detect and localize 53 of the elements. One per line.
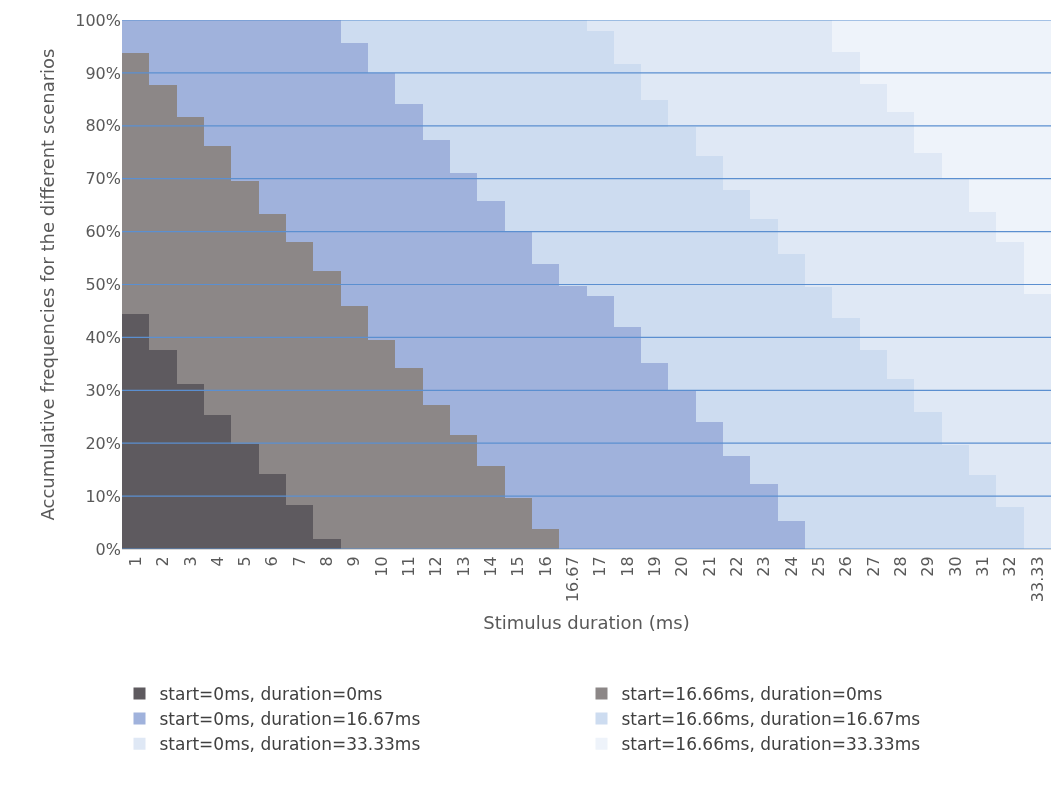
x-tick-label: 28 <box>890 556 910 577</box>
x-tick-label: 27 <box>863 556 883 577</box>
y-tick-label: 0% <box>95 539 121 559</box>
y-tick-label: 40% <box>85 328 121 347</box>
x-tick-label: 29 <box>918 556 938 577</box>
legend-label: start=0ms, duration=16.67ms <box>159 709 421 730</box>
x-tick-label: 33.33 <box>1027 556 1047 603</box>
x-tick-label: 9 <box>344 556 364 567</box>
legend-label: start=16.66ms, duration=0ms <box>621 684 883 705</box>
y-tick-label: 90% <box>85 63 121 83</box>
x-tick-label: 26 <box>836 556 856 577</box>
x-tick-label: 5 <box>235 556 255 567</box>
x-tick-label: 3 <box>180 556 200 567</box>
x-tick-label: 31 <box>972 556 992 577</box>
x-tick-label: 4 <box>207 556 227 567</box>
y-tick-label: 70% <box>85 169 121 189</box>
y-tick-label: 30% <box>85 380 121 400</box>
legend-label: start=16.66ms, duration=33.33ms <box>621 734 921 755</box>
x-tick-label: 24 <box>781 556 801 577</box>
x-tick-label: 16 <box>535 556 555 577</box>
x-tick-label: 21 <box>699 556 719 577</box>
x-tick-label: 32 <box>1000 556 1020 577</box>
x-tick-label: 10 <box>371 556 391 577</box>
legend-label: start=0ms, duration=0ms <box>159 684 383 705</box>
x-tick-label: 22 <box>726 556 746 577</box>
x-axis-title: Stimulus duration (ms) <box>483 612 690 634</box>
x-tick-label: 14 <box>481 556 501 577</box>
x-tick-label: 11 <box>399 556 419 577</box>
x-tick-label: 1 <box>125 556 145 567</box>
x-tick-label: 25 <box>808 556 828 577</box>
x-tick-label: 12 <box>426 556 446 577</box>
y-tick-label: 80% <box>85 116 121 136</box>
y-tick-label: 60% <box>85 222 121 242</box>
y-tick-label: 50% <box>85 275 121 295</box>
x-tick-label: 16.67 <box>563 556 583 603</box>
y-tick-label: 10% <box>85 486 121 506</box>
y-tick-label: 100% <box>75 10 121 30</box>
x-tick-label: 8 <box>317 556 337 567</box>
x-tick-label: 23 <box>754 556 774 577</box>
x-tick-label: 18 <box>617 556 637 577</box>
x-tick-label: 15 <box>508 556 528 577</box>
y-axis-title: Accumulative frequencies for the different scenarios <box>37 48 59 521</box>
x-tick-label: 20 <box>672 556 692 577</box>
x-tick-label: 13 <box>453 556 473 577</box>
x-tick-label: 6 <box>262 556 282 567</box>
x-tick-label: 7 <box>289 556 309 567</box>
x-tick-label: 19 <box>645 556 665 577</box>
x-tick-label: 30 <box>945 556 965 577</box>
x-tick-label: 17 <box>590 556 610 577</box>
x-tick-label: 2 <box>153 556 173 567</box>
legend-label: start=16.66ms, duration=16.67ms <box>621 709 921 730</box>
legend-label: start=0ms, duration=33.33ms <box>159 734 421 755</box>
y-tick-label: 20% <box>85 433 121 453</box>
